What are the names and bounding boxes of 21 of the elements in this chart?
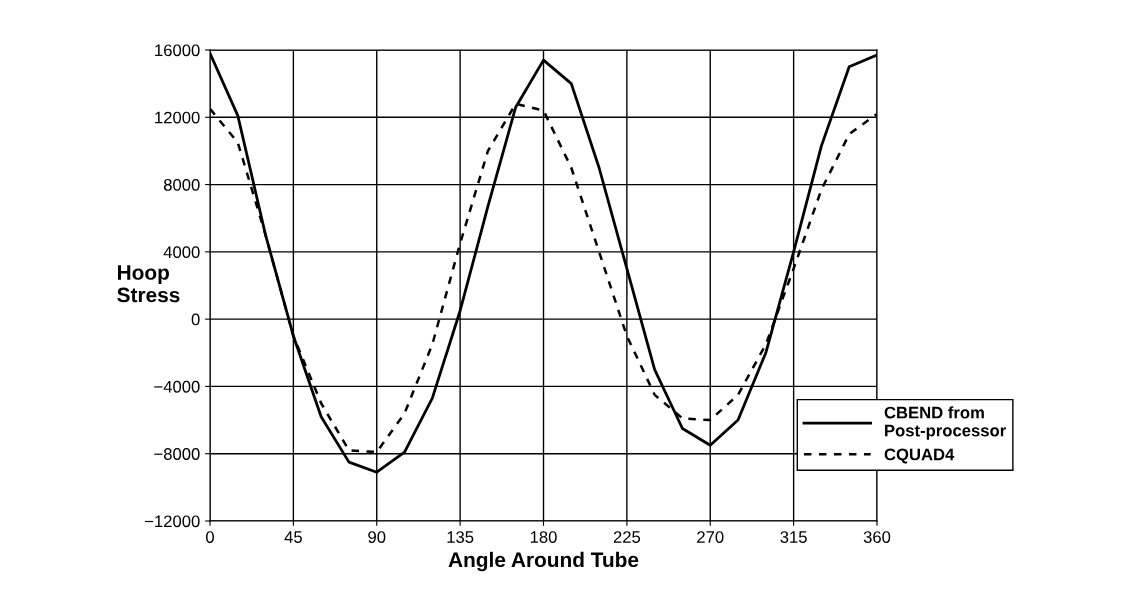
- y-tick-label: 12000: [155, 111, 200, 124]
- x-tick-label: 135: [447, 531, 474, 543]
- x-tick-label: 180: [530, 531, 557, 543]
- y-tick-label: −8000: [154, 448, 200, 460]
- y-tick-label: −4000: [154, 380, 200, 393]
- y-tick-label: −12000: [145, 515, 200, 528]
- x-tick-label: 225: [613, 531, 641, 543]
- x-tick-label: 90: [368, 531, 386, 543]
- x-tick-label: 360: [863, 531, 891, 543]
- legend-label: CQUAD4: [884, 448, 955, 464]
- x-tick-label: 315: [780, 531, 807, 543]
- y-axis-title: Hoop Stress: [117, 265, 180, 303]
- legend-label: CBEND from Post-processor: [884, 406, 1006, 440]
- x-tick-label: 0: [206, 531, 214, 543]
- x-tick-label: 45: [284, 531, 302, 543]
- y-tick-label: 4000: [163, 246, 200, 259]
- y-tick-label: 16000: [155, 44, 200, 57]
- x-axis-title: Angle Around Tube: [448, 551, 639, 572]
- y-tick-label: 0: [191, 313, 200, 326]
- y-tick-label: 8000: [163, 178, 200, 191]
- x-tick-label: 270: [697, 531, 724, 543]
